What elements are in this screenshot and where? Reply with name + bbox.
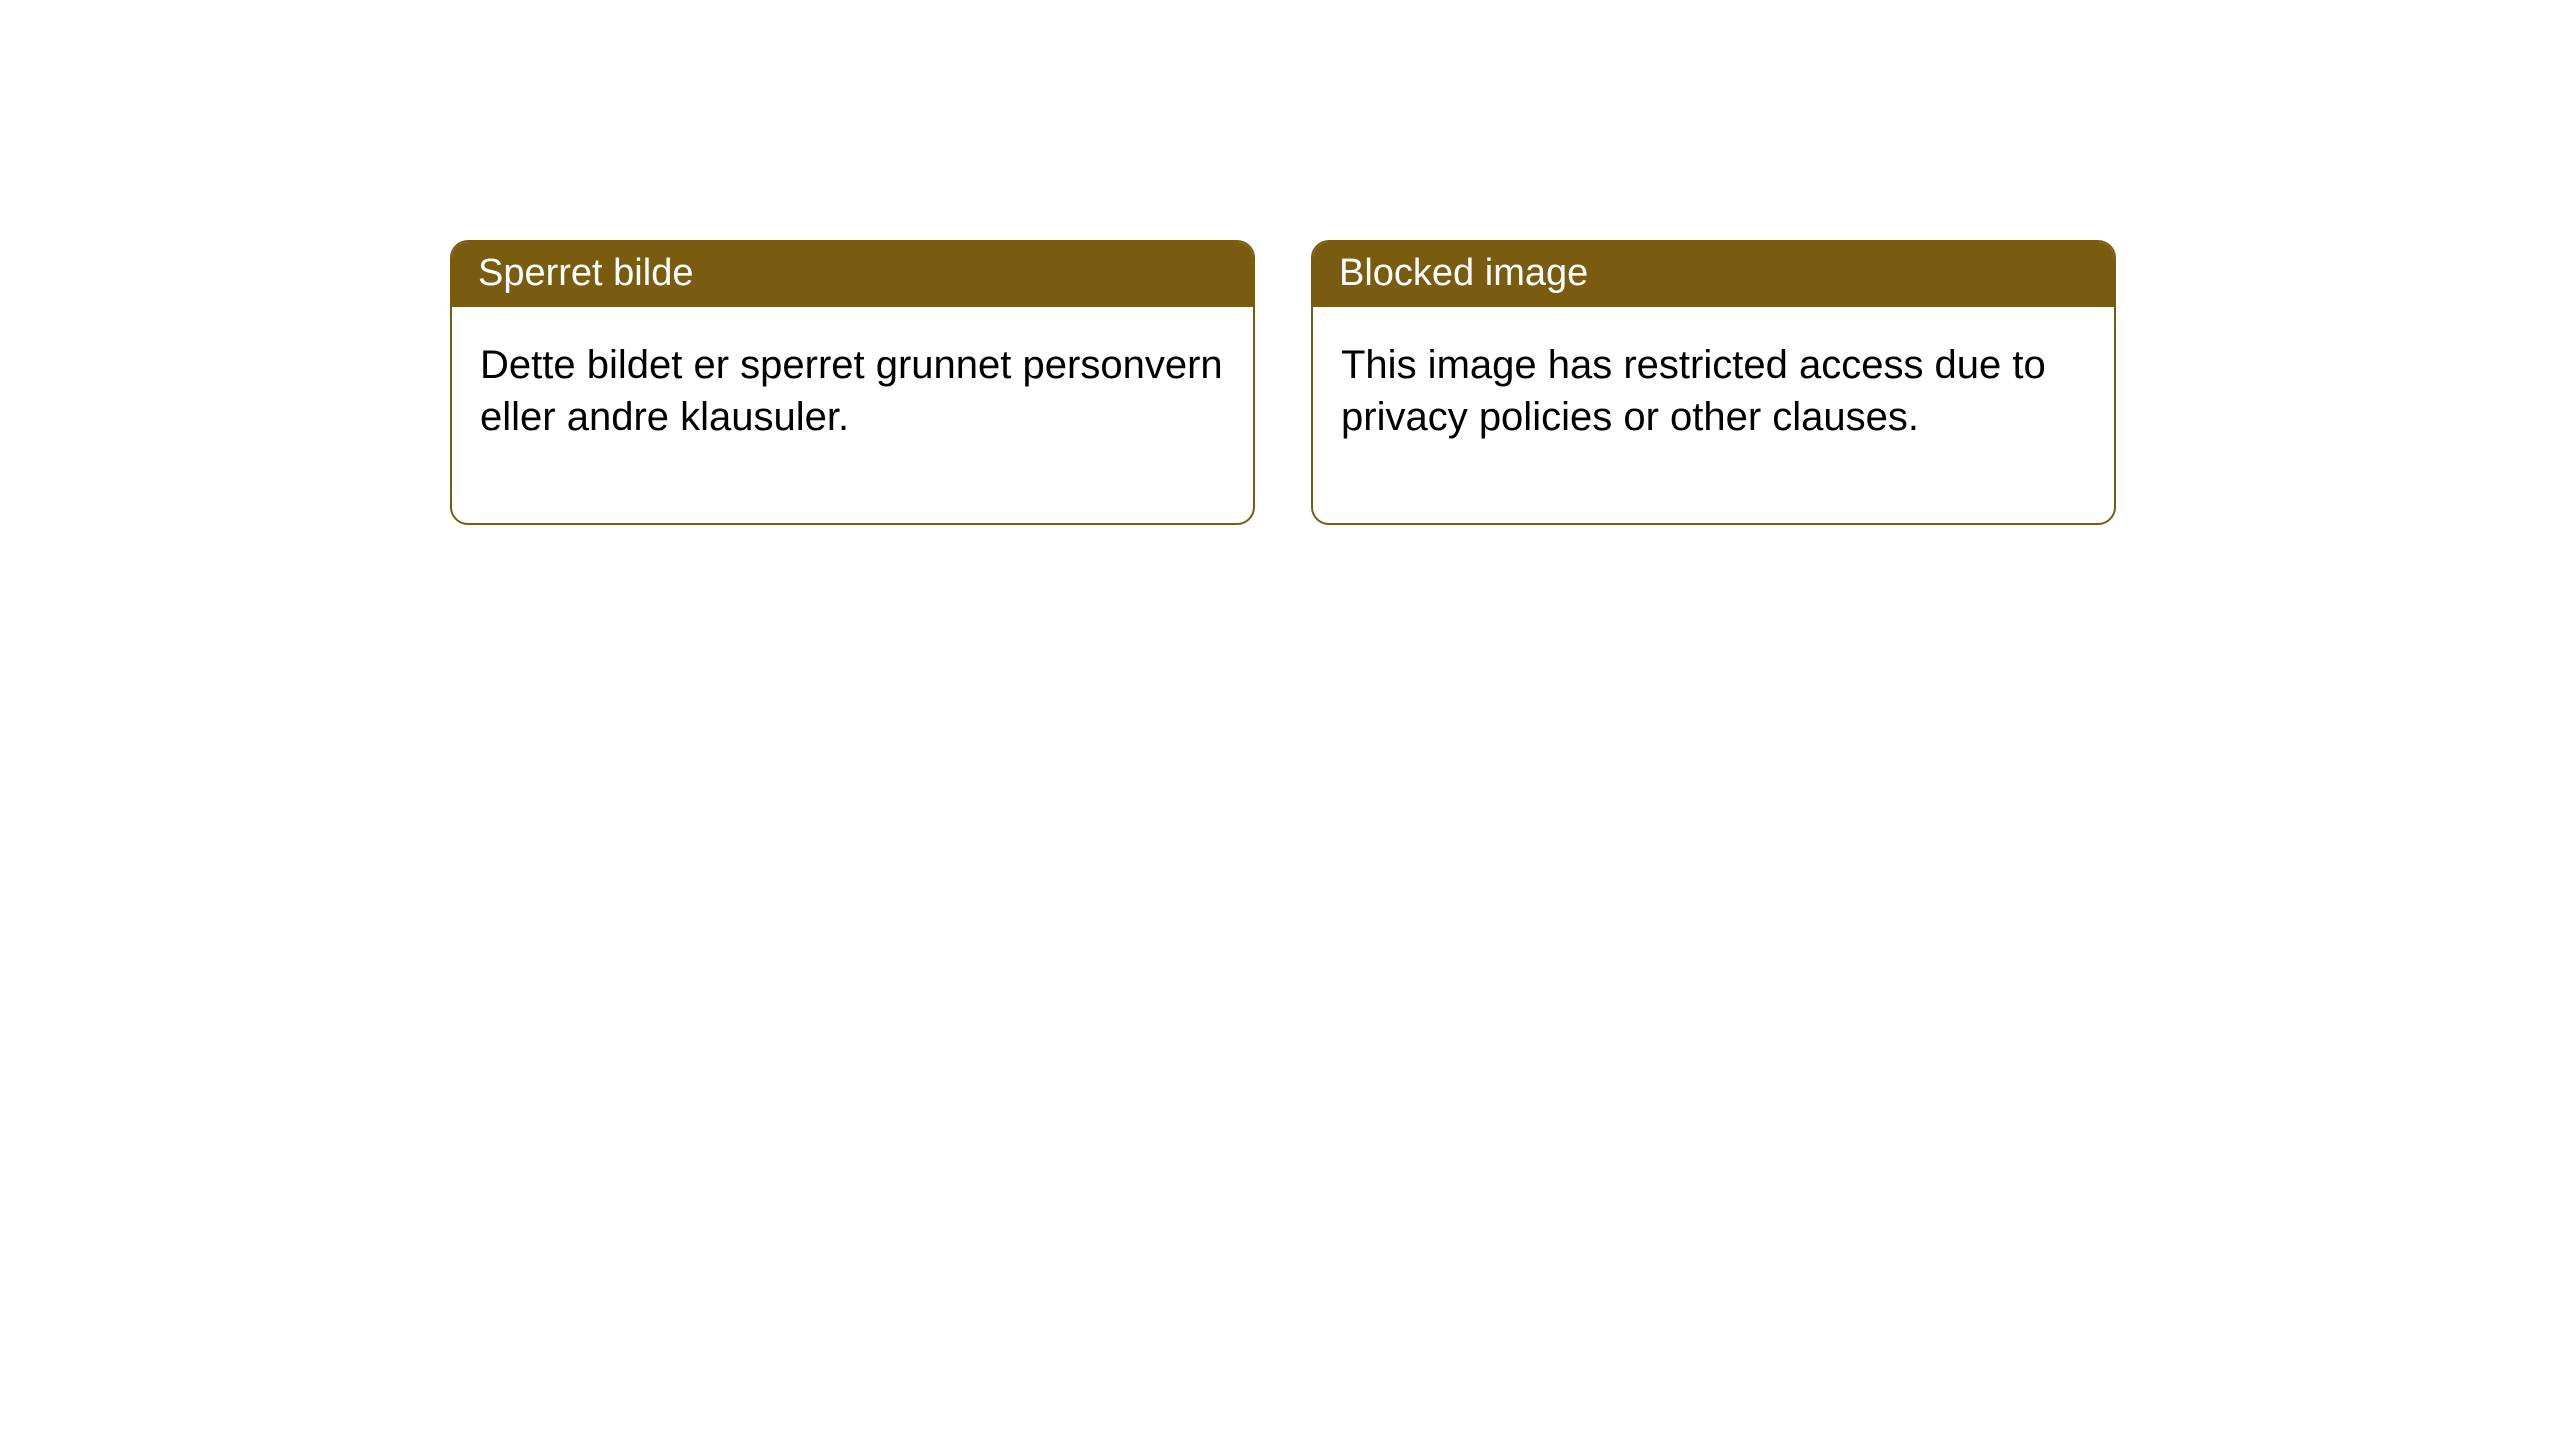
notice-body-no: Dette bildet er sperret grunnet personve… [452,307,1253,523]
notice-container: Sperret bilde Dette bildet er sperret gr… [0,0,2560,525]
notice-header-en: Blocked image [1313,242,2114,307]
notice-header-no: Sperret bilde [452,242,1253,307]
notice-card-en: Blocked image This image has restricted … [1311,240,2116,525]
notice-card-no: Sperret bilde Dette bildet er sperret gr… [450,240,1255,525]
notice-body-en: This image has restricted access due to … [1313,307,2114,523]
